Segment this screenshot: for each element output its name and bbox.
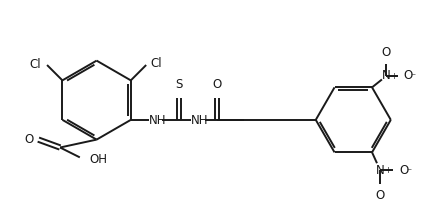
Text: +: +	[390, 72, 397, 81]
Text: O: O	[381, 46, 390, 59]
Text: O: O	[404, 69, 413, 82]
Text: N: N	[376, 164, 385, 177]
Text: ⁻: ⁻	[407, 167, 412, 177]
Text: O: O	[375, 189, 385, 202]
Text: O: O	[24, 133, 34, 146]
Text: Cl: Cl	[30, 58, 41, 71]
Text: O: O	[212, 78, 221, 91]
Text: S: S	[175, 78, 183, 91]
Text: +: +	[384, 166, 391, 175]
Text: NH: NH	[191, 114, 209, 127]
Text: ⁻: ⁻	[411, 73, 415, 82]
Text: NH: NH	[149, 114, 166, 127]
Text: Cl: Cl	[150, 56, 162, 70]
Text: N: N	[381, 69, 390, 82]
Text: O: O	[400, 164, 409, 177]
Text: OH: OH	[90, 153, 108, 166]
